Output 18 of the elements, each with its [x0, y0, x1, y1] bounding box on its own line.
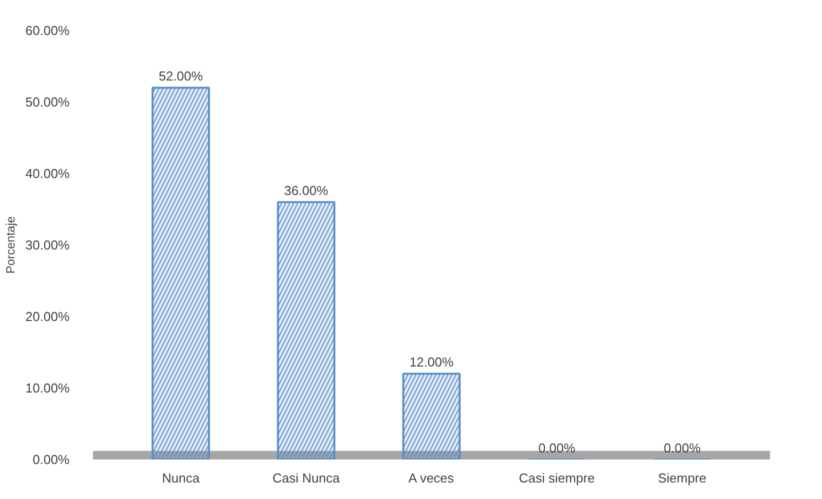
y-tick-label: 50.00% — [25, 94, 70, 110]
y-tick-label: 20.00% — [25, 309, 70, 324]
data-label: 0.00% — [538, 440, 576, 456]
x-tick-label: Nunca — [162, 470, 200, 486]
x-tick-label: Siempre — [658, 470, 706, 486]
data-label: 0.00% — [664, 440, 702, 456]
data-label: 12.00% — [409, 354, 454, 370]
y-tick-label: 60.00% — [25, 23, 70, 38]
y-tick-label: 10.00% — [25, 380, 70, 396]
data-label: 52.00% — [158, 68, 204, 84]
y-tick-label: 0.00% — [32, 452, 70, 467]
y-tick-label: 30.00% — [25, 238, 70, 252]
y-axis-title: Porcentaje — [3, 216, 18, 274]
x-tick-label: A veces — [408, 470, 454, 486]
x-tick-label: Casi siempre — [518, 470, 595, 486]
y-tick-label: 40.00% — [25, 166, 70, 181]
data-label: 36.00% — [284, 183, 329, 198]
x-tick-label: Casi Nunca — [272, 470, 341, 486]
